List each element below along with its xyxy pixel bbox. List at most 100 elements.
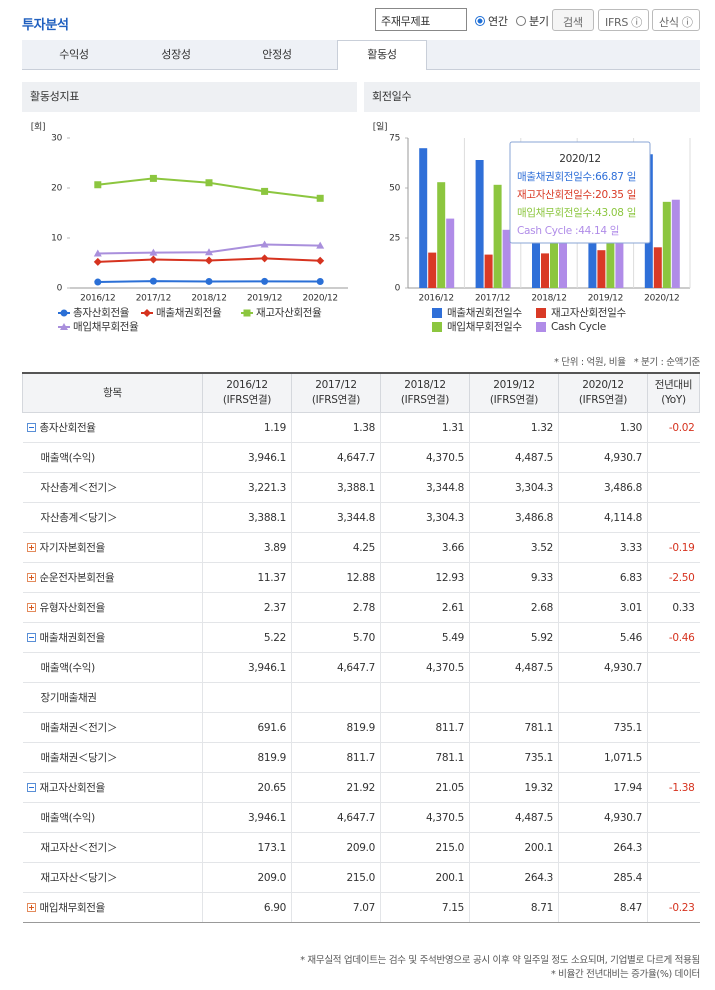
- period: 2019/12: [493, 379, 535, 391]
- formula-button[interactable]: 산식 ⓘ: [652, 9, 700, 31]
- data-point: [261, 277, 269, 285]
- value-cell: 6.90: [202, 892, 292, 923]
- header-cell: 2020/12 (IFRS연결): [558, 373, 648, 413]
- value-cell: 811.7: [380, 712, 470, 743]
- row-label: 매출채권＜전기＞: [40, 722, 118, 734]
- data-point: [149, 255, 158, 264]
- value-cell: 691.6: [202, 712, 292, 743]
- value-cell: [558, 682, 648, 713]
- value-cell: 3,946.1: [202, 652, 292, 683]
- legend-label: 매입채무회전일수: [447, 320, 523, 333]
- basis: (IFRS연결): [311, 394, 361, 406]
- row-label-cell: 매출액(수익): [22, 802, 203, 833]
- value-cell: 200.1: [380, 862, 470, 893]
- data-point: [205, 277, 213, 285]
- period: 2017/12: [315, 379, 357, 391]
- value-cell: 7.07: [291, 892, 381, 923]
- bar: [446, 218, 455, 288]
- toggle-icon[interactable]: [26, 783, 36, 792]
- value-cell: 5.46: [558, 622, 648, 653]
- toggle-icon[interactable]: [26, 633, 36, 642]
- header-row: 항목 2016/12 (IFRS연결) 2017/12 (IFRS연결) 2018/12 (…: [22, 373, 700, 413]
- value-cell: 6.83: [558, 562, 648, 593]
- bar: [653, 247, 662, 288]
- value-cell: 3.52: [469, 532, 559, 563]
- table-row: 장기매출채권: [22, 682, 700, 713]
- tab[interactable]: 수익성: [59, 48, 89, 61]
- value-cell: 1.30: [558, 412, 648, 443]
- value-cell: 3,304.3: [380, 502, 470, 533]
- value-cell: 3,344.8: [291, 502, 381, 533]
- yoy-cell: [647, 682, 700, 713]
- y-tick-label: 0: [57, 284, 63, 294]
- row-label: 매출액(수익): [40, 812, 96, 824]
- row-label: 매출채권＜당기＞: [40, 752, 118, 764]
- tooltip-line: 재고자산회전일수:20.35 일: [517, 188, 636, 201]
- legend-label: 매출채권회전율: [156, 307, 222, 319]
- bar: [597, 250, 606, 288]
- y-tick-label: 20: [51, 184, 62, 194]
- ifrs-button[interactable]: IFRS ⓘ: [598, 9, 649, 31]
- row-label-cell: 재고자산＜전기＞: [22, 832, 203, 863]
- tab[interactable]: 성장성: [161, 48, 191, 61]
- data-point: [93, 249, 102, 257]
- data-point: [205, 256, 213, 265]
- y-unit: [일]: [373, 122, 387, 133]
- yoy-cell: [647, 862, 700, 893]
- toggle-icon[interactable]: [26, 543, 36, 552]
- bar: [559, 222, 567, 288]
- toggle-icon[interactable]: [26, 603, 36, 612]
- yoy-cell: -1.38: [647, 772, 700, 803]
- legend-marker: [143, 309, 151, 317]
- radio-label: 연간: [488, 15, 508, 28]
- value-cell: 2.78: [291, 592, 381, 623]
- button-label: 산식: [659, 16, 679, 29]
- yoy-sub: (YoY): [661, 394, 686, 406]
- statement-select[interactable]: 주재무제표: [375, 8, 467, 31]
- table-row: 자산총계＜전기＞ 3,221.3 3,388.1 3,344.8 3,304.3 3,48…: [22, 472, 700, 503]
- value-cell: 3.89: [202, 532, 292, 563]
- x-tick-label: 2019/12: [588, 294, 623, 304]
- bar: [615, 210, 624, 288]
- legend-label: Cash Cycle: [551, 321, 606, 333]
- search-button[interactable]: 검색: [552, 9, 594, 31]
- value-cell: 5.49: [380, 622, 470, 653]
- bar: [662, 201, 671, 288]
- value-cell: 3,304.3: [469, 472, 559, 503]
- toggle-icon[interactable]: [26, 573, 36, 582]
- table-row: 매출액(수익) 3,946.1 4,647.7 4,370.5 4,487.5 4,930…: [22, 442, 700, 473]
- period: 2018/12: [404, 379, 446, 391]
- tab-bar: 수익성 성장성 안정성 활동성: [22, 40, 700, 70]
- yoy-cell: [647, 802, 700, 833]
- toggle-icon[interactable]: [26, 423, 36, 432]
- header-cell: 항목: [22, 373, 203, 413]
- footnote: * 재무실적 업데이트는 검수 및 주석반영으로 공시 이후 약 일주일 정도 …: [300, 955, 700, 966]
- data-point: [94, 181, 102, 189]
- table-row: 매출채권＜전기＞ 691.6 819.9 811.7 781.1 735.1: [22, 712, 700, 743]
- radio-annual[interactable]: 연간: [475, 13, 508, 29]
- tooltip-line: Cash Cycle :44.14 일: [517, 224, 619, 237]
- value-cell: 200.1: [469, 832, 559, 863]
- tab[interactable]: 활동성: [337, 40, 427, 70]
- value-cell: 21.05: [380, 772, 470, 803]
- basis: (IFRS연결): [578, 394, 628, 406]
- row-label-cell: 매출액(수익): [22, 652, 203, 683]
- bar: [493, 184, 502, 288]
- data-point: [205, 179, 213, 187]
- tooltip-title: 2020/12: [559, 153, 601, 165]
- row-label-cell: 자기자본회전율: [22, 532, 203, 563]
- row-label: 재고자산＜당기＞: [40, 872, 118, 884]
- yoy-cell: -0.23: [647, 892, 700, 923]
- data-point: [93, 257, 102, 266]
- radio-quarter[interactable]: 분기: [516, 13, 549, 29]
- value-cell: 9.33: [469, 562, 559, 593]
- bar: [671, 199, 680, 288]
- table-row: 재고자산회전율 20.65 21.92 21.05 19.32 17.94 -1.38: [22, 772, 700, 803]
- value-cell: 2.37: [202, 592, 292, 623]
- toggle-icon[interactable]: [26, 903, 36, 912]
- basis: (IFRS연결): [400, 394, 450, 406]
- tab[interactable]: 안정성: [262, 48, 292, 61]
- row-label-cell: 매출채권회전율: [22, 622, 203, 653]
- y-tick-label: 75: [389, 134, 400, 144]
